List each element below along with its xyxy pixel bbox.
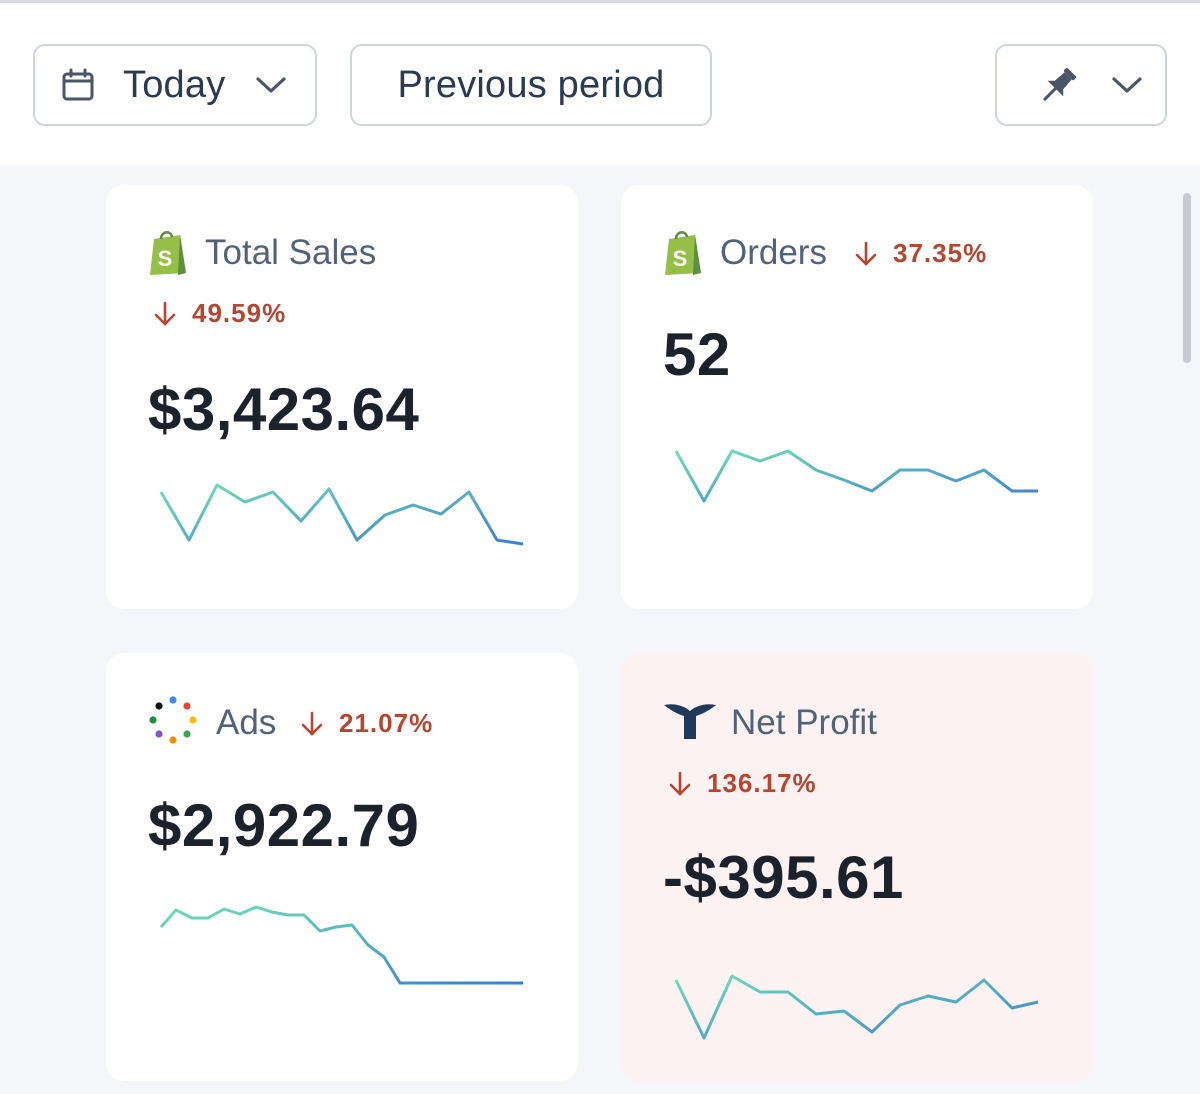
shopify-icon: S: [150, 231, 186, 275]
pin-icon: [1043, 67, 1077, 101]
toolbar: Today Previous period: [0, 3, 1200, 166]
date-range-dropdown[interactable]: Today: [33, 44, 317, 126]
compare-period-button[interactable]: Previous period: [350, 44, 712, 126]
metric-change-value: 37.35%: [893, 238, 988, 268]
arrow-down-icon: [855, 241, 877, 265]
metric-title: Ads: [216, 703, 277, 742]
metric-value: 52: [663, 321, 731, 388]
metric-value: $2,922.79: [148, 792, 420, 859]
metric-change: 21.07%: [299, 708, 433, 739]
shopify-icon: S: [665, 231, 701, 275]
metric-title: Net Profit: [731, 703, 877, 742]
metric-change: 37.35%: [853, 238, 987, 269]
arrow-down-icon: [154, 301, 176, 325]
arrow-down-icon: [301, 711, 323, 735]
metric-change-value: 136.17%: [707, 768, 817, 798]
svg-text:S: S: [673, 246, 688, 271]
sparkline-chart: [159, 905, 523, 985]
metric-change-value: 21.07%: [339, 708, 434, 738]
metric-title: Orders: [720, 233, 827, 272]
metric-card-total-sales[interactable]: S Total Sales 49.59% $3,423.64: [106, 185, 578, 609]
metric-card-ads[interactable]: Ads 21.07% $2,922.79: [106, 653, 578, 1081]
sparkline-chart: [674, 449, 1038, 503]
top-border: [0, 0, 1200, 3]
compare-period-label: Previous period: [397, 63, 665, 106]
metric-title: Total Sales: [205, 233, 377, 272]
metric-change: 136.17%: [667, 768, 817, 799]
whale-tail-icon: [664, 704, 716, 739]
scrollbar[interactable]: [1183, 193, 1191, 363]
chevron-down-icon: [256, 77, 287, 93]
svg-text:S: S: [158, 246, 173, 271]
calendar-icon: [62, 68, 94, 101]
metric-value: -$395.61: [663, 844, 904, 911]
ads-dots-icon: [149, 696, 197, 744]
metric-change-value: 49.59%: [192, 298, 287, 328]
metric-card-orders[interactable]: S Orders 37.35% 52: [621, 185, 1093, 609]
chevron-down-icon: [1112, 77, 1142, 93]
pin-dropdown[interactable]: [995, 44, 1167, 126]
arrow-down-icon: [669, 771, 691, 795]
sparkline-chart: [674, 974, 1039, 1040]
sparkline-chart: [159, 483, 524, 546]
metric-change: 49.59%: [152, 298, 286, 329]
metric-value: $3,423.64: [148, 376, 420, 443]
metric-card-net-profit[interactable]: Net Profit 136.17% -$395.61: [621, 653, 1093, 1081]
date-range-label: Today: [123, 63, 226, 106]
